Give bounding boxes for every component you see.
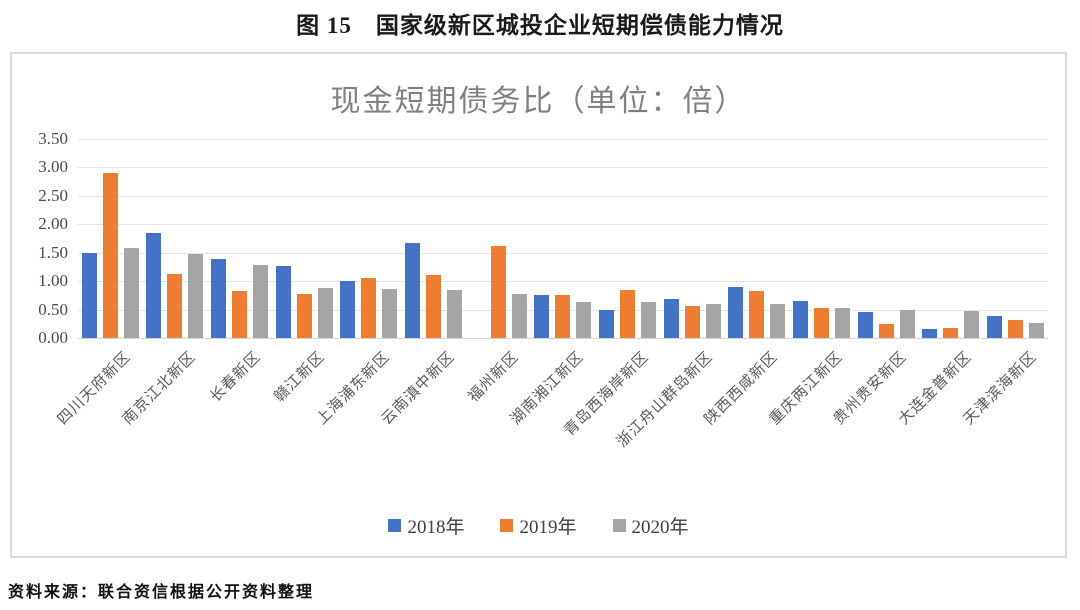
legend-item-2018年: 2018年 <box>388 512 464 539</box>
bar-2019年 <box>1008 320 1024 338</box>
bar-2018年 <box>728 287 744 338</box>
plot-area <box>78 139 1048 339</box>
bar-2019年 <box>814 308 830 338</box>
gridline <box>78 281 1048 283</box>
bar-2020年 <box>964 310 980 338</box>
legend-label: 2020年 <box>631 517 689 538</box>
legend-label: 2019年 <box>519 517 577 538</box>
bar-2018年 <box>534 295 550 338</box>
bar-2019年 <box>426 274 442 338</box>
bar-2020年 <box>899 309 915 338</box>
bar-2020年 <box>641 302 657 338</box>
bar-2019年 <box>361 278 377 338</box>
bar-2020年 <box>123 247 139 338</box>
bar-group <box>337 139 402 338</box>
bar-group <box>660 139 725 338</box>
y-tick-label: 3.50 <box>38 129 68 148</box>
bar-2018年 <box>793 301 809 338</box>
bar-2018年 <box>599 309 615 338</box>
legend-item-2019年: 2019年 <box>500 512 577 539</box>
gridline <box>78 195 1048 197</box>
chart-legend: 2018年 2019年 2020年 <box>12 512 1065 539</box>
bar-2018年 <box>275 265 291 338</box>
bar-2020年 <box>447 289 463 338</box>
bar-2019年 <box>878 323 894 338</box>
gridline <box>78 167 1048 169</box>
bar-2018年 <box>405 243 421 338</box>
bar-2019年 <box>684 305 700 338</box>
bar-2020年 <box>705 303 721 338</box>
bar-2020年 <box>253 265 269 338</box>
bar-group <box>725 139 790 338</box>
legend-swatch-icon <box>388 519 402 532</box>
bar-2018年 <box>922 329 938 338</box>
legend-swatch-icon <box>612 519 626 532</box>
bar-2019年 <box>167 273 183 338</box>
legend-swatch-icon <box>500 519 514 532</box>
chart-area: 现金短期债务比（单位：倍） 3.50 3.00 2.50 2.00 1.50 1.00 0.… <box>10 52 1067 558</box>
bar-group <box>854 139 919 338</box>
bar-2018年 <box>663 299 679 338</box>
bar-2019年 <box>232 291 248 338</box>
bar-2018年 <box>211 258 227 338</box>
bar-2019年 <box>749 290 765 338</box>
bar-group <box>983 139 1048 338</box>
bar-2020年 <box>835 307 851 338</box>
bar-2020年 <box>1029 323 1045 338</box>
bar-2020年 <box>188 254 204 338</box>
legend-item-2020年: 2020年 <box>612 512 689 539</box>
legend-label: 2018年 <box>407 517 465 538</box>
bar-2018年 <box>340 281 356 338</box>
y-tick-label: 3.00 <box>38 157 68 177</box>
bar-2019年 <box>102 173 118 338</box>
bar-2019年 <box>620 289 636 338</box>
gridline <box>78 139 1048 140</box>
bar-2018年 <box>857 312 873 338</box>
bar-2020年 <box>382 289 398 338</box>
figure-title: 图 15 国家级新区城投企业短期偿债能力情况 <box>296 13 784 38</box>
bar-2019年 <box>555 294 571 338</box>
x-axis-line <box>78 338 1048 339</box>
bar-group <box>919 139 984 338</box>
bar-group <box>531 139 596 338</box>
bar-2020年 <box>770 304 786 338</box>
bar-group <box>143 139 208 338</box>
bar-group <box>272 139 337 338</box>
y-tick-label: 2.50 <box>38 185 68 205</box>
bar-2018年 <box>987 315 1003 338</box>
y-tick-label: 1.50 <box>38 242 68 262</box>
bar-2020年 <box>317 287 333 338</box>
bar-group <box>78 139 143 338</box>
gridline <box>78 224 1048 226</box>
y-tick-label: 1.00 <box>38 271 68 291</box>
chart-title: 现金短期债务比（单位：倍） <box>330 85 747 118</box>
source-note: 资料来源：联合资信根据公开资料整理 <box>8 584 315 601</box>
bar-2018年 <box>81 253 97 338</box>
bar-2019年 <box>490 246 506 338</box>
bar-2020年 <box>576 302 592 338</box>
gridline <box>78 252 1048 254</box>
x-category-label: 福州新区 <box>465 348 523 406</box>
x-category-label: 长春新区 <box>207 348 264 406</box>
bar-group <box>207 139 272 338</box>
bar-2018年 <box>146 232 162 338</box>
bar-group <box>595 139 660 338</box>
y-tick-label: 0.00 <box>38 328 68 347</box>
bar-2020年 <box>511 293 527 338</box>
bar-group <box>401 139 466 338</box>
bar-group <box>789 139 854 338</box>
x-category-label: 赣江新区 <box>271 348 329 406</box>
bar-group <box>466 139 531 338</box>
bar-2019年 <box>943 327 959 338</box>
y-tick-label: 0.50 <box>38 299 68 319</box>
bar-2019年 <box>296 293 312 338</box>
y-tick-label: 2.00 <box>38 214 68 234</box>
